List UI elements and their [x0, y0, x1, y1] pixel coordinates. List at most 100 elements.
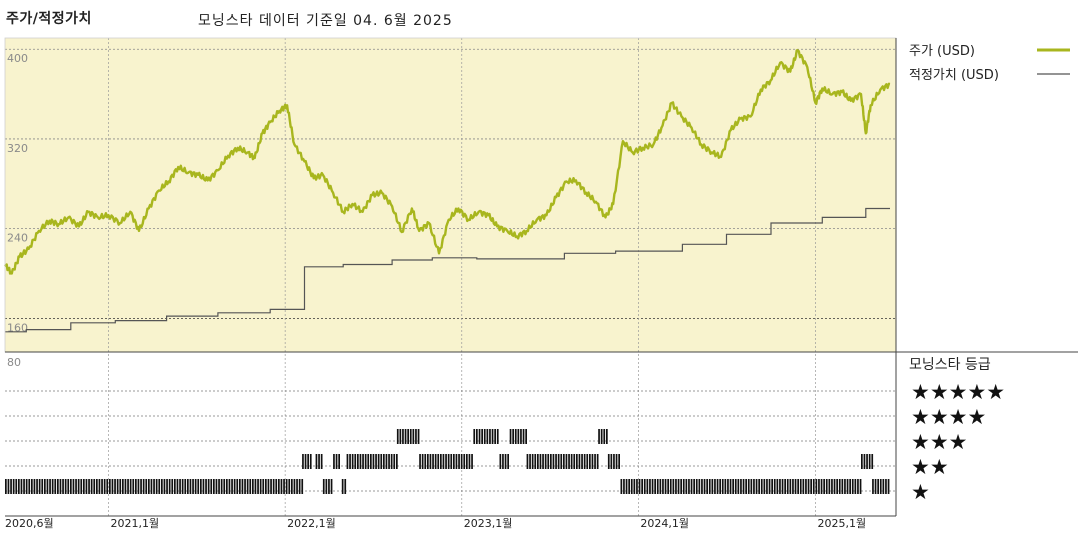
rating-tick: [613, 454, 615, 469]
rating-tick: [547, 454, 550, 469]
rating-tick: [833, 479, 836, 494]
rating-tick: [646, 479, 649, 494]
rating-tick: [502, 454, 504, 469]
fair-value-line: [5, 207, 890, 333]
rating-tick: [494, 429, 496, 444]
rating-tick: [419, 454, 421, 469]
rating-tick: [491, 429, 494, 444]
rating-tick: [628, 479, 630, 494]
rating-tick: [831, 479, 833, 494]
rating-tick: [239, 479, 241, 494]
rating-tick: [415, 429, 417, 444]
rating-tick: [841, 479, 844, 494]
rating-tick: [119, 479, 122, 494]
rating-tick: [534, 454, 537, 469]
rating-tick: [716, 479, 719, 494]
rating-tick: [877, 479, 879, 494]
rating-tick: [315, 454, 318, 469]
rating-tick: [591, 454, 594, 469]
rating-panel: 80: [5, 351, 1078, 517]
rating-period: [872, 479, 890, 494]
rating-tick: [231, 479, 233, 494]
rating-tick: [155, 479, 158, 494]
rating-tick: [437, 454, 440, 469]
rating-tick: [868, 454, 871, 469]
rating-tick: [429, 454, 432, 469]
rating-tick: [404, 429, 407, 444]
rating-tick: [552, 454, 555, 469]
rating-tick: [537, 454, 539, 469]
rating-tick: [241, 479, 244, 494]
rating-tick: [265, 479, 267, 494]
rating-stars-row: ★★★★★: [911, 380, 1005, 404]
rating-tick: [101, 479, 103, 494]
rating-tick: [885, 479, 887, 494]
rating-tick: [440, 454, 442, 469]
rating-period: [499, 454, 509, 469]
rating-tick: [54, 479, 57, 494]
rating-tick: [275, 479, 278, 494]
rating-tick: [703, 479, 706, 494]
rating-tick: [417, 429, 420, 444]
rating-tick: [20, 479, 23, 494]
rating-tick: [711, 479, 714, 494]
rating-tick: [596, 454, 599, 469]
rating-tick: [656, 479, 659, 494]
rating-tick: [296, 479, 298, 494]
rating-tick: [344, 479, 347, 494]
rating-tick: [496, 429, 499, 444]
rating-tick: [283, 479, 285, 494]
rating-tick: [307, 454, 309, 469]
rating-tick: [44, 479, 46, 494]
rating-tick: [763, 479, 766, 494]
rating-tick: [205, 479, 207, 494]
rating-tick: [724, 479, 727, 494]
rating-tick: [550, 454, 552, 469]
rating-tick: [375, 454, 377, 469]
rating-tick: [236, 479, 239, 494]
rating-tick: [200, 479, 202, 494]
rating-tick: [685, 479, 688, 494]
legend-price-label: 주가 (USD): [909, 44, 975, 59]
rating-tick: [682, 479, 685, 494]
rating-tick: [651, 479, 654, 494]
rating-tick: [698, 479, 701, 494]
rating-tick: [740, 479, 742, 494]
rating-tick: [349, 454, 351, 469]
rating-tick: [179, 479, 181, 494]
rating-tick: [362, 454, 364, 469]
rating-tick: [633, 479, 636, 494]
rating-tick: [669, 479, 672, 494]
rating-period: [478, 429, 499, 444]
rating-tick: [393, 454, 396, 469]
rating-tick: [476, 429, 478, 444]
rating-tick: [51, 479, 54, 494]
rating-tick: [163, 479, 166, 494]
rating-tick: [383, 454, 385, 469]
rating-tick: [189, 479, 192, 494]
rating-tick: [246, 479, 249, 494]
rating-tick: [768, 479, 771, 494]
rating-tick: [293, 479, 296, 494]
rating-tick: [215, 479, 218, 494]
rating-axis-label: 80: [7, 356, 21, 369]
rating-tick: [836, 479, 838, 494]
rating-tick: [771, 479, 773, 494]
rating-tick: [507, 454, 509, 469]
rating-tick: [882, 479, 885, 494]
rating-tick: [849, 479, 851, 494]
y-tick-label: 160: [7, 321, 28, 334]
rating-tick: [288, 479, 291, 494]
rating-tick: [192, 479, 194, 494]
rating-tick: [367, 454, 370, 469]
rating-tick: [10, 479, 12, 494]
rating-tick: [291, 479, 293, 494]
rating-stars-row: ★★: [911, 455, 949, 479]
rating-tick: [447, 454, 450, 469]
rating-tick: [818, 479, 820, 494]
rating-tick: [377, 454, 380, 469]
rating-tick: [396, 429, 399, 444]
rating-tick: [46, 479, 49, 494]
rating-tick: [544, 454, 547, 469]
rating-tick: [280, 479, 283, 494]
